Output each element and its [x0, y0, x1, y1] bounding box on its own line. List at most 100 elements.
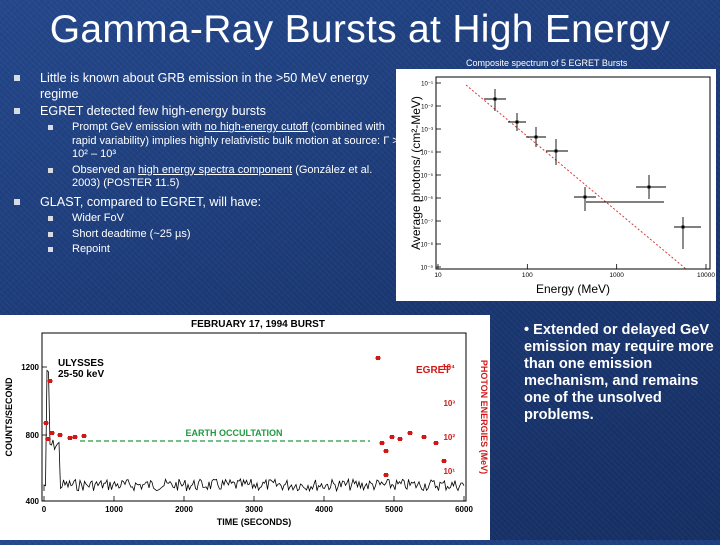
- spectrum-y-ticks: 10⁻¹ 10⁻² 10⁻³ 10⁻⁴ 10⁻⁵ 10⁻⁶ 10⁻⁷ 10⁻⁸ 10⁻⁹: [421, 82, 441, 272]
- bullet-2a: Prompt GeV emission with no high-energy …: [14, 121, 399, 162]
- spectrum-caption: Composite spectrum of 5 EGRET Bursts: [466, 58, 628, 68]
- bullet-3c-text: Repoint: [72, 243, 110, 256]
- burst-y-label: COUNTS/SECOND: [4, 377, 14, 457]
- egret-photon-point: [58, 433, 62, 437]
- egret-photon-point: [390, 435, 394, 439]
- egret-photon-point: [380, 441, 384, 445]
- side-note: • Extended or delayed GeV emission may r…: [524, 322, 714, 423]
- egret-photon-point: [398, 437, 402, 441]
- egret-label: EGRET: [416, 365, 450, 376]
- gamma-range: > 10² – 10³: [72, 134, 399, 161]
- bullet-2: EGRET detected few high-energy bursts: [14, 103, 399, 119]
- spec-x-tick-label: 100: [522, 272, 533, 279]
- burst-x-tick-label: 4000: [315, 505, 333, 514]
- spec-x-tick-label: 1000: [609, 272, 624, 279]
- ulysses-light-curve: [43, 369, 465, 493]
- egret-photon-point: [422, 435, 426, 439]
- bullet-3b-text: Short deadtime (~25 µs): [72, 227, 191, 240]
- spec-y-tick-label: 10⁻²: [421, 105, 433, 111]
- ulysses-band: 25-50 keV: [58, 369, 104, 380]
- bullet-square-icon: [48, 231, 53, 237]
- bullet-2b-text-cont: (González et al. 2003) (POSTER 11.5): [72, 163, 373, 190]
- burst-y-tick-label: 400: [26, 497, 40, 506]
- ulysses-label: ULYSSES: [58, 358, 104, 369]
- bullet-square-icon: [48, 215, 53, 221]
- burst-x-label: TIME (SECONDS): [217, 517, 292, 527]
- burst-right-tick-label: 10¹: [443, 467, 455, 476]
- bullet-2b-text: Observed an: [72, 163, 139, 176]
- burst-x-tick-label: 0: [42, 505, 47, 514]
- burst-x-tick-label: 2000: [175, 505, 193, 514]
- spectrum-x-label: Energy (MeV): [536, 282, 610, 296]
- spectrum-frame: [435, 76, 711, 270]
- bullet-2b: Observed an high energy spectra componen…: [14, 164, 399, 191]
- spec-y-tick-label: 10⁻³: [421, 128, 433, 134]
- spectrum-y-label: Average photons/ (cm²-MeV): [409, 96, 423, 250]
- bullet-3a: Wider FoV: [14, 212, 399, 226]
- burst-x-tick-label: 3000: [245, 505, 263, 514]
- spectrum-data-points: [484, 89, 701, 249]
- bullet-3a-text: Wider FoV: [72, 211, 124, 224]
- spectrum-point-markers: [493, 97, 685, 229]
- spectra-component-link: high energy spectra component: [138, 163, 293, 176]
- spectrum-plot: 10⁻¹10⁻²10⁻³10⁻⁴10⁻⁵10⁻⁶10⁻⁷10⁻⁸10⁻⁹ 10 1…: [409, 76, 715, 296]
- burst-x-tick-label: 6000: [455, 505, 473, 514]
- bullet-square-icon: [48, 167, 53, 173]
- spectrum-figure: 10⁻¹ 10⁻² 10⁻³ 10⁻⁴ 10⁻⁵ 10⁻⁶ 10⁻⁷ 10⁻⁸ 10⁻⁹ 10 1…: [396, 69, 716, 301]
- burst-x-ticks: 0 1000 2000 3000 4000 5000 6000: [42, 496, 473, 514]
- burst-y-tick-label: 800: [26, 431, 40, 440]
- bullet-1: Little is known about GRB emission in th…: [14, 70, 399, 102]
- burst-y-tick-label: 1200: [21, 363, 39, 372]
- bullet-1-text: Little is known about GRB emission in th…: [40, 71, 369, 101]
- egret-photon-point: [50, 431, 54, 435]
- bullet-square-icon: [14, 198, 20, 205]
- burst-x-tick-label: 1000: [105, 505, 123, 514]
- bullet-2a-text: Prompt GeV emission with: [72, 121, 205, 133]
- burst-right-ticks: 10⁴ 10³ 10² 10¹: [442, 363, 455, 476]
- no-cutoff-link: no high-energy cutoff: [204, 121, 308, 133]
- spec-y-tick-label: 10⁻⁷: [421, 219, 433, 226]
- egret-photon-point: [442, 459, 446, 463]
- bullet-square-icon: [48, 247, 53, 253]
- egret-photon-point: [376, 356, 380, 360]
- bullet-3b: Short deadtime (~25 µs): [14, 228, 399, 242]
- egret-photon-point: [44, 421, 48, 425]
- burst-right-tick-label: 10⁴: [442, 363, 455, 372]
- burst-right-tick-label: 10²: [443, 433, 455, 442]
- burst-frame: [41, 332, 467, 502]
- bullet-2-text: EGRET detected few high-energy bursts: [40, 104, 266, 118]
- egret-photon-point: [82, 434, 86, 438]
- spec-y-tick-label: 10⁻⁹: [421, 265, 434, 272]
- spec-y-tick-label: 10⁻⁸: [421, 242, 434, 249]
- bullet-3-text: GLAST, compared to EGRET, will have:: [40, 194, 262, 209]
- egret-photon-point: [68, 436, 72, 440]
- egret-photon-point: [48, 379, 52, 383]
- egret-photon-point: [434, 441, 438, 445]
- bullet-list: Little is known about GRB emission in th…: [14, 70, 399, 259]
- earth-occultation-label: EARTH OCCULTATION: [186, 428, 283, 438]
- egret-photon-points: [43, 356, 447, 477]
- spec-y-tick-label: 10⁻⁵: [421, 173, 434, 180]
- egret-photon-point: [73, 435, 77, 439]
- spec-x-tick-label: 10000: [697, 272, 715, 279]
- bullet-square-icon: [48, 125, 53, 130]
- egret-photon-point: [384, 473, 388, 477]
- burst-y-ticks: 1200 800 400: [21, 363, 47, 506]
- burst-figure: FEBRUARY 17, 1994 BURST 1200 800 400 0 1000…: [0, 315, 490, 540]
- photon-energies-label: PHOTON ENERGIES (MeV): [479, 360, 489, 474]
- gamma-symbol: Γ: [383, 134, 390, 147]
- slide-title: Gamma-Ray Bursts at High Energy: [49, 8, 671, 51]
- burst-title: FEBRUARY 17, 1994 BURST: [191, 319, 325, 330]
- bullet-square-icon: [14, 75, 20, 81]
- spec-x-tick-label: 10: [434, 272, 442, 279]
- burst-right-tick-label: 10³: [443, 399, 455, 408]
- egret-photon-point: [384, 449, 388, 453]
- bullet-square-icon: [14, 108, 20, 114]
- bullet-3: GLAST, compared to EGRET, will have:: [14, 194, 399, 210]
- spectrum-x-ticks: 10 100 1000 10000: [434, 264, 715, 279]
- spec-y-tick-label: 10⁻⁶: [421, 196, 434, 203]
- bullet-3c: Repoint: [14, 243, 399, 257]
- spectrum-fit-line: [465, 84, 687, 270]
- bullet-2a-text-cont: (combined with rapid variability) implie…: [72, 121, 385, 147]
- spec-y-tick-label: 10⁻⁴: [421, 150, 434, 157]
